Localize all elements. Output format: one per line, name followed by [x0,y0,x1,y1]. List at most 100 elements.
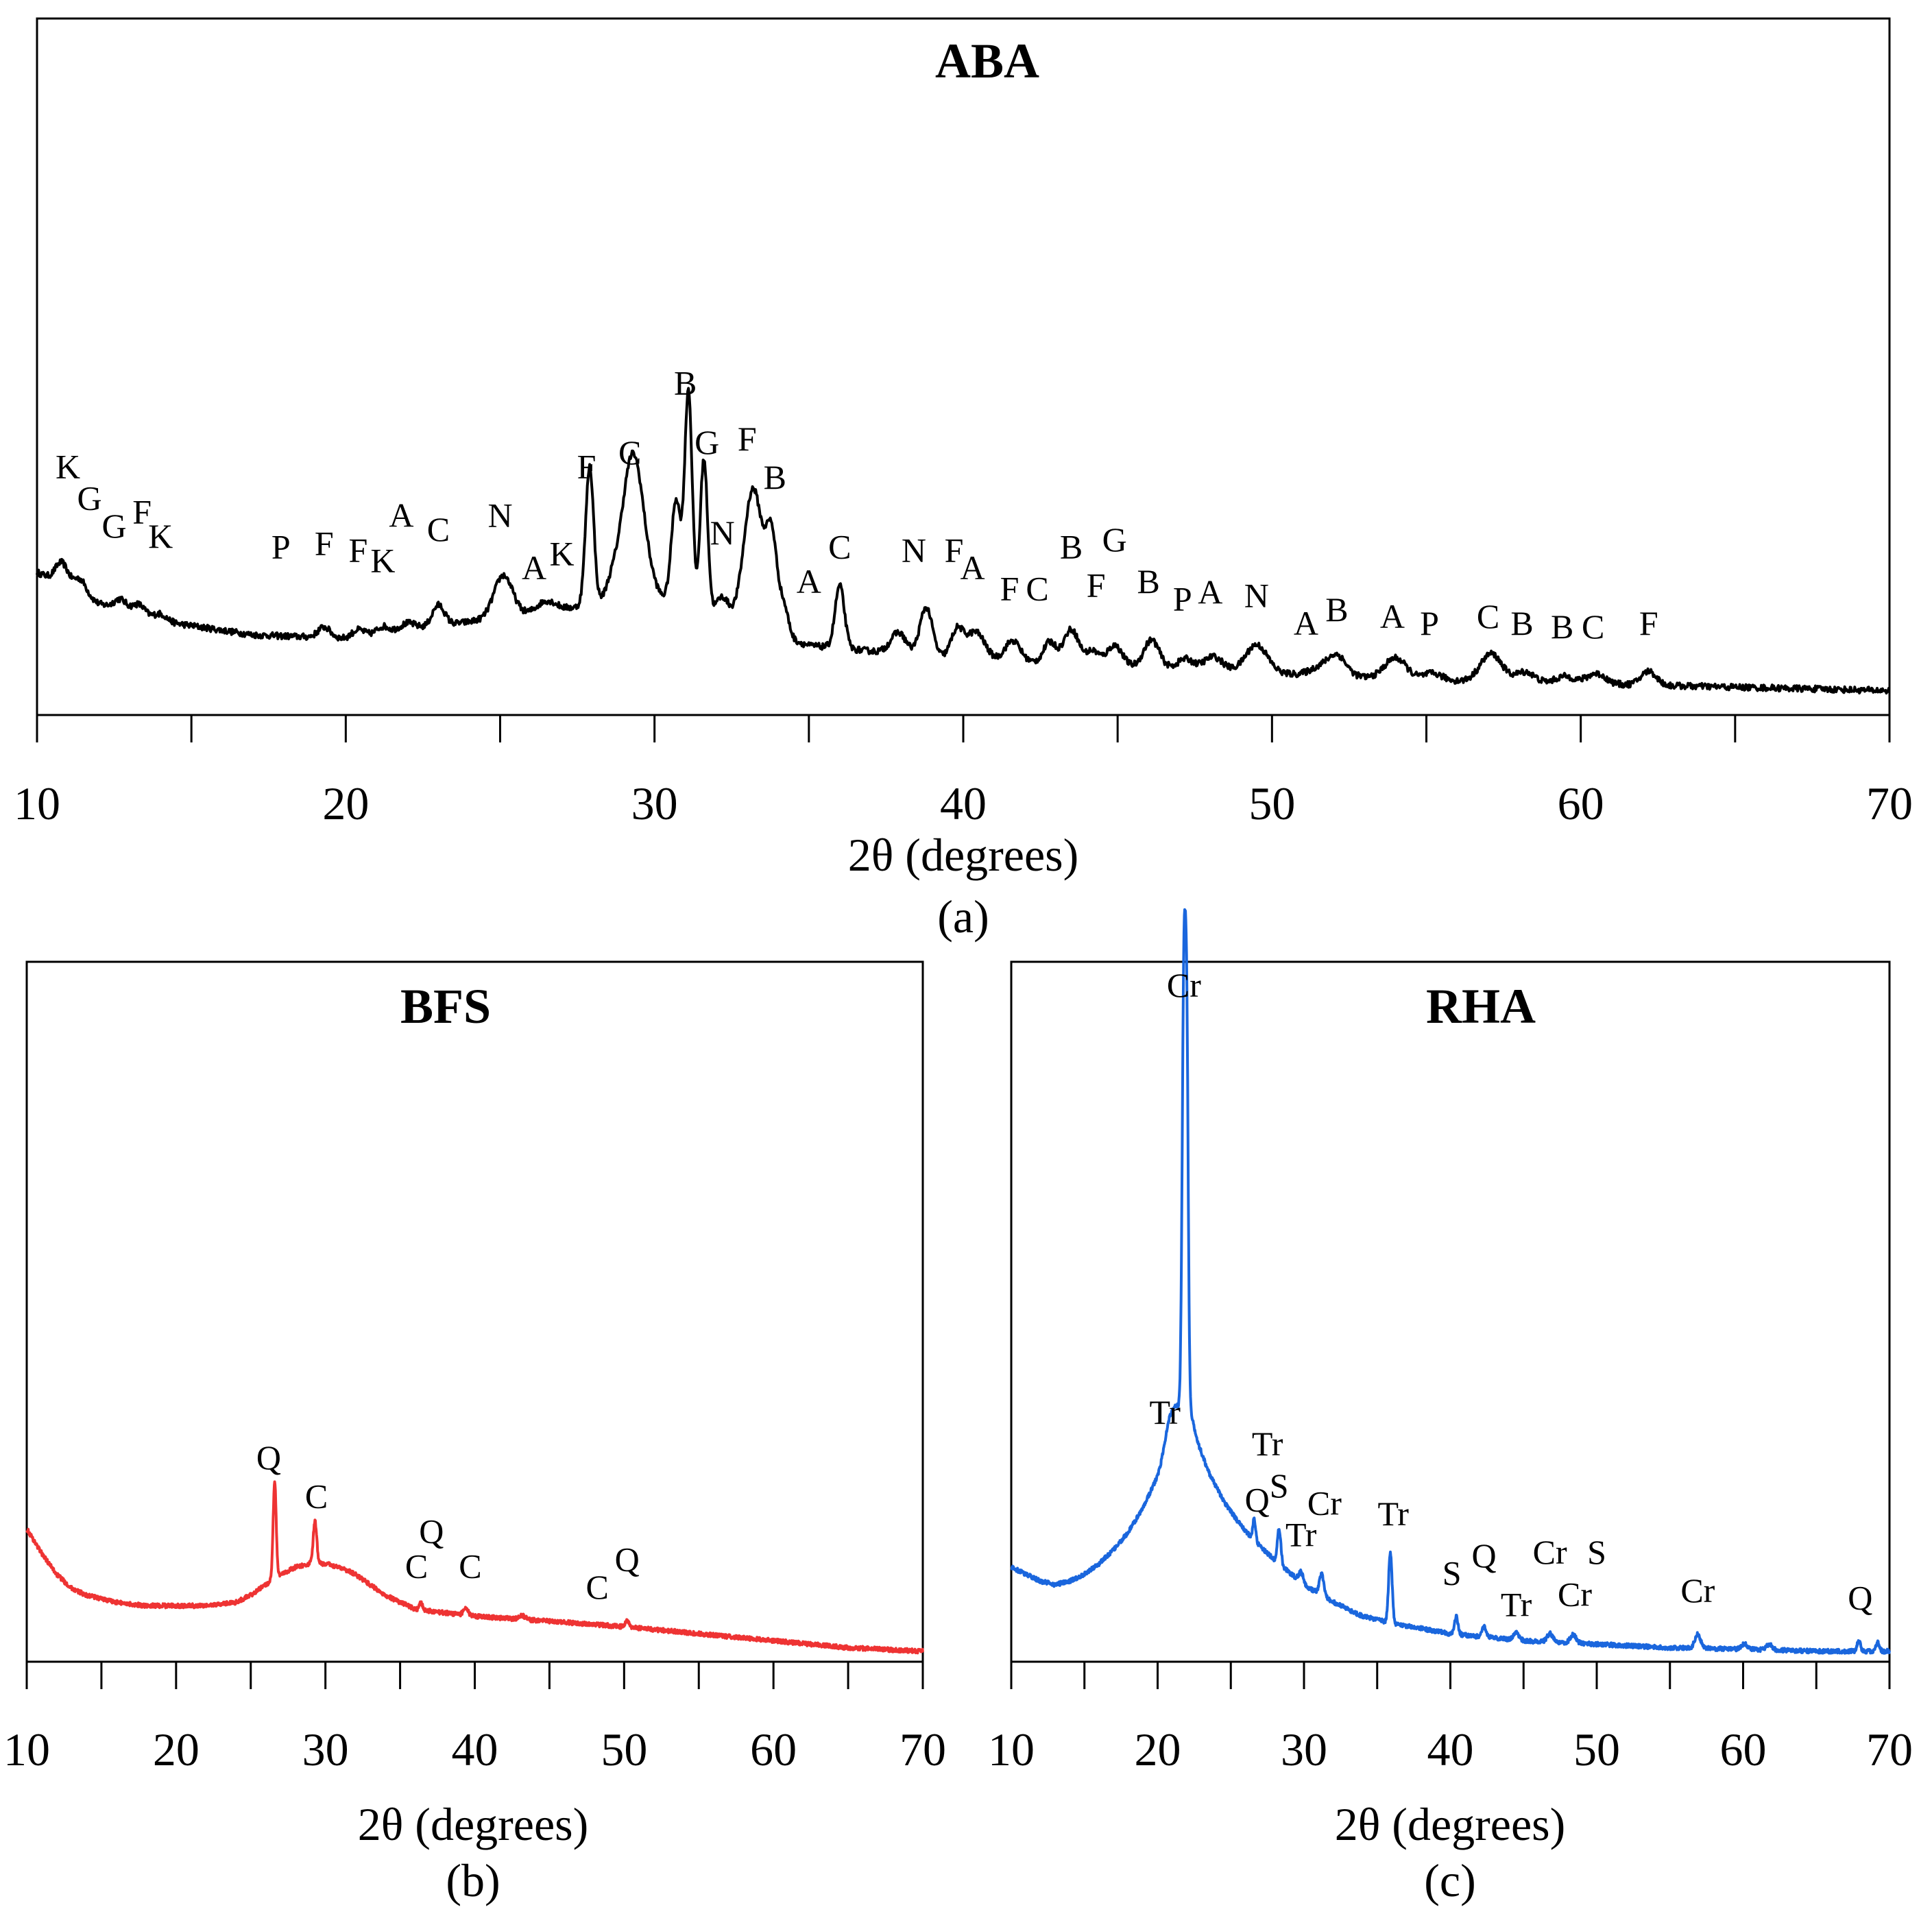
panel-c-caption: (c) [1424,1854,1475,1906]
peak-label: Tr [1285,1516,1317,1554]
x-tick-label: 70 [899,1723,946,1776]
x-tick-label: 30 [1281,1723,1327,1776]
panel-b-title: BFS [400,979,491,1034]
peak-label: K [148,517,173,555]
peak-label: F [945,531,964,569]
panel-a-xrd-trace [36,387,1890,695]
peak-label: C [405,1547,428,1585]
peak-label: F [315,524,334,562]
x-tick-label: 30 [302,1723,349,1776]
peak-label: Q [1848,1578,1872,1616]
peak-label: B [1325,590,1348,629]
peak-label: G [77,478,102,517]
peak-label: C [305,1477,328,1515]
peak-label: C [1582,607,1604,646]
panel-c-title: RHA [1426,979,1536,1034]
panel-a-x-axis: 10 20 30 40 50 60 70 [14,715,1913,829]
panel-b-caption: (b) [446,1854,500,1906]
peak-label: B [674,364,697,402]
peak-label: F [1639,604,1658,642]
peak-label: Q [1472,1536,1497,1575]
peak-label: A [1380,597,1405,635]
peak-label: F [577,448,596,486]
peak-label: S [1270,1466,1289,1505]
peak-label: N [487,496,512,535]
peak-label: F [132,493,152,531]
peak-label: F [738,420,757,458]
x-tick-label: 20 [153,1723,200,1776]
peak-label: N [1244,577,1269,615]
peak-label: Cr [1307,1484,1342,1523]
peak-label: C [585,1568,608,1606]
x-tick-label: 60 [1558,777,1604,829]
x-tick-label: 50 [601,1723,647,1776]
peak-label: P [1420,604,1439,642]
panel-a-title: ABA [935,34,1039,88]
peak-label: G [695,423,719,461]
peak-label: F [1000,569,1019,607]
x-tick-label: 10 [14,777,60,829]
peak-label: A [960,548,985,587]
panel-a-x-axis-label: 2θ (degrees) [848,829,1079,881]
peak-label: S [1442,1554,1462,1592]
peak-label: G [1102,520,1127,559]
peak-label: A [389,496,413,535]
x-tick-label: 40 [940,777,987,829]
panel-b-xrd-trace [25,1480,924,1655]
peak-label: F [1087,566,1106,604]
peak-label: Cr [1533,1533,1567,1571]
peak-label: B [1137,562,1160,601]
peak-label: N [710,513,735,552]
x-tick-label: 70 [1866,1723,1913,1776]
peak-label: C [828,527,851,566]
peak-label: G [102,507,127,545]
peak-label: B [1060,527,1083,566]
panel-c-x-axis: 10 20 30 40 50 60 70 [988,1662,1913,1776]
panel-c-xrd-trace [1010,908,1891,1655]
peak-label: S [1587,1533,1606,1571]
peak-label: K [550,535,575,573]
x-tick-label: 50 [1573,1723,1620,1776]
peak-label: N [902,531,926,569]
peak-label: B [1510,604,1533,642]
peak-label: K [370,542,395,580]
peak-label: Cr [1167,966,1201,1004]
peak-label: C [459,1547,481,1585]
peak-label: K [56,448,80,486]
panel-a-frame [36,17,1891,716]
peak-label: A [1198,572,1222,611]
peak-label: B [1551,607,1573,646]
peak-label: C [427,510,450,548]
panel-b-x-axis-label: 2θ (degrees) [358,1798,589,1850]
peak-label: A [797,562,821,601]
peak-label: Q [1245,1480,1270,1518]
panel-a-caption: (a) [937,891,989,943]
peak-label: A [1294,604,1318,642]
x-tick-label: 20 [322,777,369,829]
x-tick-label: 40 [452,1723,498,1776]
panel-c-x-axis-label: 2θ (degrees) [1335,1798,1566,1850]
peak-label: C [1026,569,1048,607]
peak-label: P [271,527,291,566]
peak-label: Tr [1501,1586,1532,1624]
peak-label: Tr [1149,1393,1181,1431]
panel-a-aba: ABA 10 20 30 40 50 60 70 KGG FK P F F KA C NA KF CBGNFB… [14,17,1913,943]
peak-label: Cr [1680,1571,1715,1610]
panel-b-x-axis: 10 20 30 40 50 60 70 [3,1662,946,1776]
peak-label: A [522,548,546,587]
peak-label: Q [615,1540,640,1578]
x-tick-label: 50 [1248,777,1295,829]
x-tick-label: 60 [750,1723,797,1776]
peak-label: Q [256,1438,281,1477]
x-tick-label: 20 [1135,1723,1181,1776]
peak-label: Q [419,1512,444,1550]
x-tick-label: 60 [1720,1723,1767,1776]
peak-label: Cr [1558,1575,1592,1613]
peak-label: F [348,531,367,569]
